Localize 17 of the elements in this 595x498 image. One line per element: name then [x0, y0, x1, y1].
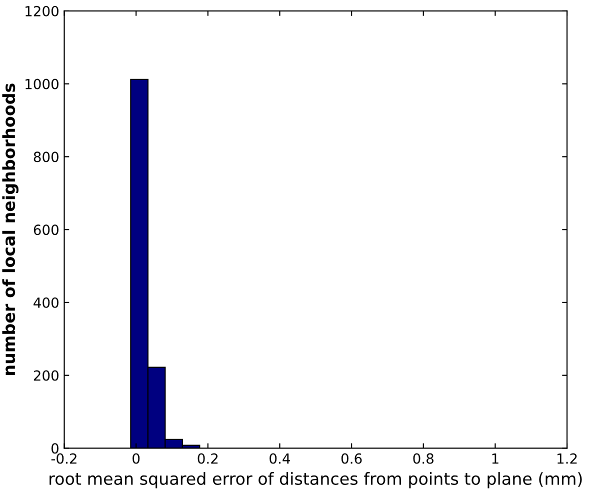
x-tick-label: 0.2	[198, 453, 218, 464]
x-tick-label: 0.4	[270, 453, 290, 464]
x-tick-label: 0	[132, 453, 140, 464]
y-axis-title: number of local neighborhoods	[2, 84, 18, 375]
y-tick-label: 400	[34, 297, 58, 308]
y-tick-label: 1200	[26, 6, 58, 16]
y-tick-label: 200	[34, 370, 58, 381]
x-tick-label: -0.2	[51, 453, 76, 464]
x-tick-label: 0.6	[341, 453, 362, 464]
y-tick-label: 0	[51, 443, 58, 454]
x-tick-label: 0.8	[413, 453, 434, 464]
x-tick-label: 1	[492, 453, 498, 464]
y-tick-label: 800	[34, 152, 58, 162]
y-tick-label: 1000	[26, 78, 58, 90]
x-axis-title: root mean squared error of distances from points to plane (mm)	[50, 472, 582, 488]
x-tick-label: 1.2	[558, 453, 577, 464]
y-tick-label: 600	[34, 224, 58, 236]
